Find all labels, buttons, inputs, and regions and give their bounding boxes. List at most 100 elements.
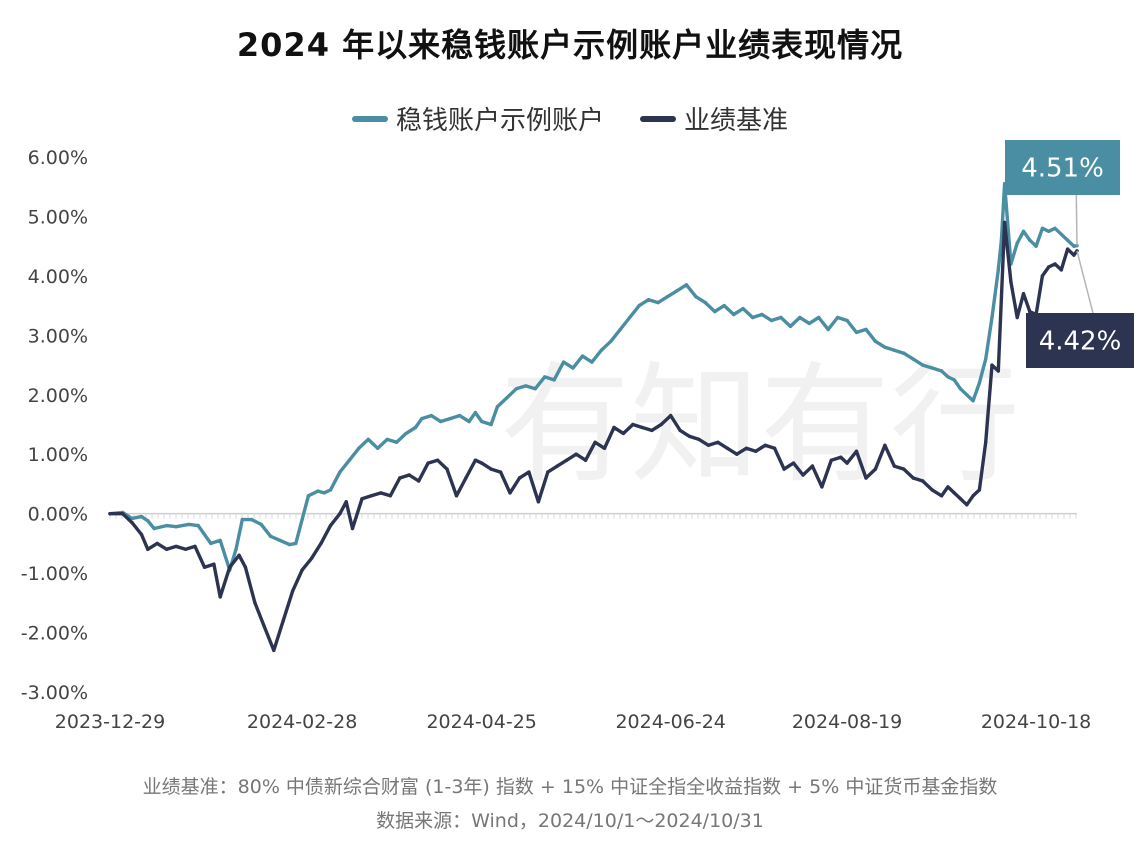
data-point-portfolio (196, 523, 200, 528)
data-point-benchmark (300, 568, 304, 572)
x-tick-label: 2024-06-24 (615, 711, 725, 733)
data-point-benchmark (454, 494, 459, 498)
y-tick-label: 2.00% (28, 385, 88, 407)
data-point-portfolio (495, 405, 500, 409)
data-point-portfolio (146, 519, 150, 523)
y-tick-label: 0.00% (28, 504, 88, 526)
data-point-benchmark (650, 428, 654, 433)
data-point-portfolio (1072, 244, 1076, 248)
data-point-portfolio (628, 315, 632, 320)
data-point-benchmark (464, 476, 468, 480)
footnote-benchmark: 业绩基准：80% 中债新综合财富 (1-3年) 指数 + 15% 中证全指全收益… (142, 776, 998, 798)
data-point-benchmark (369, 494, 374, 498)
data-point-benchmark (984, 440, 988, 444)
data-point-benchmark (555, 464, 559, 468)
data-point-benchmark (183, 547, 188, 551)
data-point-portfolio (609, 339, 613, 343)
data-point-benchmark (489, 467, 493, 471)
data-point-benchmark (763, 443, 767, 447)
data-point-portfolio (316, 489, 320, 493)
data-point-benchmark (1040, 274, 1045, 278)
data-point-portfolio (561, 360, 566, 364)
data-point-benchmark (228, 565, 232, 569)
data-point-portfolio (234, 547, 238, 551)
data-point-benchmark (1047, 265, 1051, 269)
series-layer (108, 181, 1079, 653)
data-point-portfolio (505, 396, 509, 400)
data-point-portfolio (328, 488, 333, 492)
data-point-benchmark (735, 452, 739, 456)
data-point-portfolio (268, 534, 273, 538)
callout-layer: 4.51% 4.42% (1005, 140, 1134, 368)
data-point-benchmark (921, 479, 925, 483)
data-point-portfolio (473, 410, 478, 415)
data-point-benchmark (971, 494, 975, 498)
data-point-benchmark (1009, 280, 1013, 284)
data-point-benchmark (659, 422, 663, 427)
data-point-portfolio (218, 538, 222, 543)
data-point-benchmark (829, 458, 833, 462)
data-point-portfolio (209, 541, 213, 546)
data-point-benchmark (612, 425, 616, 430)
data-point-portfolio (646, 298, 651, 302)
data-point-benchmark (309, 556, 314, 560)
y-tick-label: -1.00% (21, 563, 88, 585)
data-point-portfolio (665, 295, 670, 299)
footnote-source: 数据来源：Wind，2024/10/1～2024/10/31 (376, 810, 764, 832)
data-point-portfolio (873, 339, 878, 343)
data-point-portfolio (287, 542, 292, 547)
data-point-benchmark (193, 544, 197, 549)
data-point-portfolio (952, 378, 956, 382)
data-point-benchmark (1072, 253, 1076, 257)
data-point-portfolio (394, 440, 399, 444)
data-point-portfolio (306, 494, 311, 498)
data-point-benchmark (517, 476, 522, 480)
data-point-portfolio (571, 366, 575, 370)
watermark: 有知有行 (500, 349, 1020, 501)
data-point-benchmark (388, 494, 392, 498)
y-tick-label: 1.00% (28, 444, 88, 466)
data-point-portfolio (448, 416, 452, 421)
data-point-benchmark (952, 491, 956, 495)
data-point-benchmark (854, 449, 859, 453)
data-point-benchmark (108, 512, 112, 516)
data-point-benchmark (328, 523, 333, 528)
data-point-portfolio (1021, 229, 1026, 233)
data-point-benchmark (1028, 309, 1032, 314)
data-point-benchmark (202, 565, 207, 569)
data-point-portfolio (347, 458, 352, 462)
data-point-portfolio (294, 541, 298, 546)
data-point-benchmark (174, 544, 178, 549)
y-tick-label: 6.00% (28, 147, 88, 169)
end-value-label-benchmark: 4.42% (1039, 327, 1122, 357)
data-point-portfolio (618, 327, 622, 332)
data-point-benchmark (262, 624, 266, 629)
axis-layer: 6.00% 5.00% 4.00% 3.00% 2.00% 1.00% 0.00% -1.00… (21, 147, 1091, 733)
line-chart: 有知有行 6.00% 5.00% 4.00% 3.00% 2.00% 1.00% 0.00%… (21, 140, 1134, 733)
callout-box-portfolio (1005, 140, 1120, 195)
data-point-benchmark (417, 479, 421, 483)
data-point-benchmark (791, 461, 796, 465)
data-point-portfolio (996, 268, 1000, 272)
data-point-portfolio (845, 318, 849, 323)
data-point-benchmark (678, 428, 682, 433)
data-point-portfolio (798, 315, 802, 320)
data-point-portfolio (684, 283, 689, 287)
data-point-benchmark (593, 440, 597, 444)
data-point-portfolio (439, 419, 443, 424)
data-point-portfolio (902, 351, 906, 355)
data-point-portfolio (457, 413, 462, 418)
data-point-portfolio (1053, 226, 1057, 230)
data-point-portfolio (817, 315, 821, 320)
data-point-portfolio (826, 327, 830, 332)
data-point-benchmark (839, 455, 843, 459)
data-point-portfolio (590, 360, 594, 364)
data-point-portfolio (552, 378, 556, 382)
data-point-benchmark (218, 595, 222, 599)
x-tick-label: 2023-12-29 (55, 711, 165, 733)
data-point-benchmark (480, 461, 484, 465)
data-point-benchmark (155, 541, 159, 546)
data-point-benchmark (669, 413, 673, 418)
data-point-portfolio (703, 300, 707, 305)
data-point-portfolio (656, 300, 660, 305)
